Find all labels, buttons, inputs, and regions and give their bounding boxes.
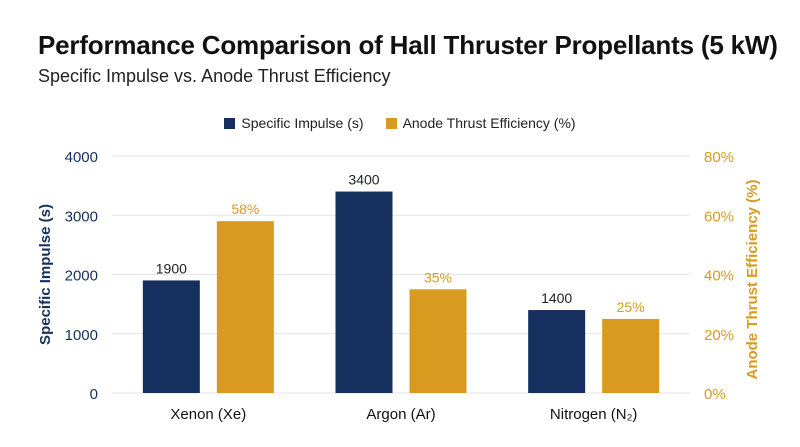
y-right-tick-label: 0% [704, 386, 726, 403]
data-label-efficiency: 25% [617, 299, 645, 315]
data-label-impulse: 1900 [156, 260, 187, 276]
x-tick-label: Argon (Ar) [366, 406, 435, 423]
x-tick-label: Xenon (Xe) [170, 406, 246, 423]
data-label-efficiency: 58% [231, 201, 259, 217]
y-right-tick-label: 20% [704, 327, 734, 344]
y-right-tick-label: 40% [704, 268, 734, 285]
y-left-tick-label: 1000 [65, 327, 98, 344]
bar-thrust-efficiency [409, 289, 467, 393]
legend-label-impulse: Specific Impulse (s) [241, 115, 364, 131]
legend-swatch-efficiency [385, 117, 397, 129]
y-left-tick-label: 3000 [65, 208, 98, 225]
bar-thrust-efficiency [602, 318, 660, 393]
y-right-axis-title: Anode Thrust Efficiency (%) [744, 179, 761, 379]
chart-subtitle: Specific Impulse vs. Anode Thrust Effici… [38, 66, 391, 86]
bar-specific-impulse [335, 191, 393, 393]
legend-label-efficiency: Anode Thrust Efficiency (%) [402, 115, 576, 131]
chart-legend: Specific Impulse (s) Anode Thrust Effici… [0, 115, 800, 131]
y-right-tick-label: 80% [704, 149, 734, 166]
y-left-tick-label: 2000 [65, 268, 98, 285]
bar-specific-impulse [528, 310, 586, 393]
y-left-tick-label: 4000 [65, 149, 98, 166]
bar-specific-impulse [142, 280, 200, 393]
y-left-tick-label: 0 [90, 386, 98, 403]
data-label-impulse: 1400 [541, 290, 572, 306]
y-left-axis-title: Specific Impulse (s) [37, 204, 54, 345]
legend-item-impulse: Specific Impulse (s) [224, 115, 364, 131]
data-label-efficiency: 35% [424, 269, 452, 285]
data-label-impulse: 3400 [348, 172, 379, 188]
y-right-tick-label: 60% [704, 208, 734, 225]
legend-swatch-impulse [224, 117, 236, 129]
x-tick-label: Nitrogen (N₂) [550, 406, 638, 423]
bar-thrust-efficiency [216, 221, 274, 393]
legend-item-efficiency: Anode Thrust Efficiency (%) [385, 115, 576, 131]
chart-title: Performance Comparison of Hall Thruster … [38, 30, 778, 60]
